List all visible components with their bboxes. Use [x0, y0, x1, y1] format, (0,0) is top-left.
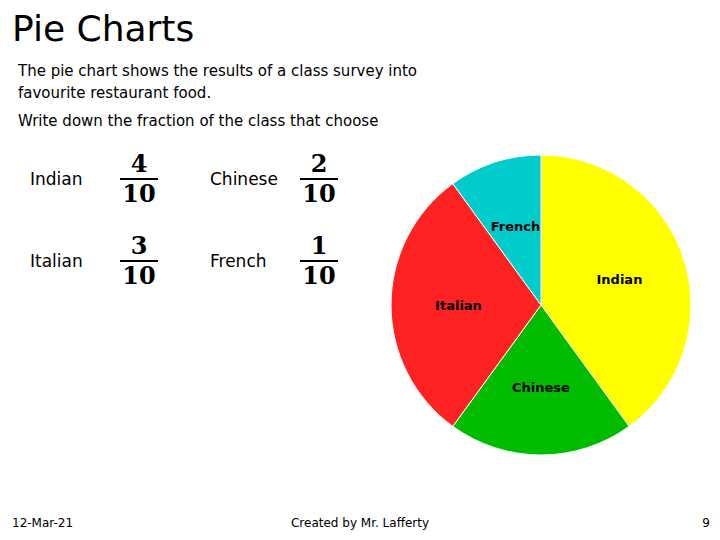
- html-text:Write down the fraction of the: Write down the fraction of the class tha…: [18, 112, 379, 130]
- html-text:3: 3: [130, 231, 148, 260]
- html-text:12-Mar-21: 12-Mar-21: [12, 516, 74, 530]
- html-text:9: 9: [702, 516, 710, 530]
- html-text:Pie Charts: Pie Charts: [12, 8, 195, 49]
- html-text:10: 10: [302, 179, 336, 208]
- svg-text:Chinese: Chinese: [512, 380, 570, 395]
- html-text:10: 10: [122, 261, 156, 290]
- html-text:1: 1: [310, 231, 328, 260]
- html-text:10: 10: [302, 261, 336, 290]
- html-text:4: 4: [130, 149, 148, 178]
- html-text:The pie chart shows the result: The pie chart shows the results of a cla…: [18, 62, 417, 102]
- html-text:2: 2: [310, 149, 328, 178]
- svg-text:Italian: Italian: [435, 298, 482, 313]
- html-text:Italian: Italian: [30, 251, 83, 271]
- svg-text:French: French: [491, 219, 541, 234]
- svg-text:Indian: Indian: [597, 272, 643, 287]
- html-text:10: 10: [122, 179, 156, 208]
- html-text:Created by Mr. Lafferty: Created by Mr. Lafferty: [291, 516, 429, 530]
- html-text:Chinese: Chinese: [210, 169, 278, 189]
- html-text:Indian: Indian: [30, 169, 83, 189]
- html-text:French: French: [210, 251, 267, 271]
